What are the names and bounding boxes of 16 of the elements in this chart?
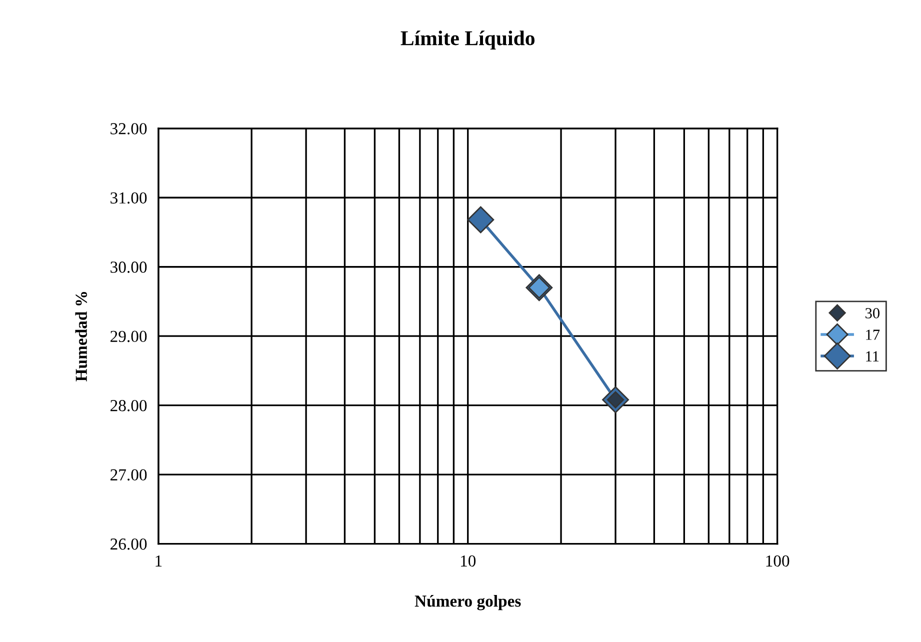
y-tick-label: 32.00 — [110, 123, 147, 134]
y-tick-label: 27.00 — [110, 469, 147, 481]
y-tick-label: 30.00 — [110, 262, 147, 273]
y-tick-label: 26.00 — [110, 538, 147, 550]
y-axis-title: Humedad % — [75, 292, 88, 382]
y-tick-label: 28.00 — [110, 400, 147, 412]
legend-label: 17 — [866, 330, 880, 340]
legend-label: 30 — [866, 308, 880, 318]
x-tick-label: 100 — [766, 555, 790, 567]
legend-label: 11 — [866, 351, 879, 362]
x-tick-label: 1 — [156, 555, 162, 566]
x-axis-title: Número golpes — [414, 595, 521, 610]
y-tick-label: 29.00 — [110, 330, 147, 342]
y-tick-label: 31.00 — [110, 192, 147, 204]
chart-title: Límite Líquido — [400, 30, 535, 50]
x-tick-label: 10 — [461, 555, 476, 567]
